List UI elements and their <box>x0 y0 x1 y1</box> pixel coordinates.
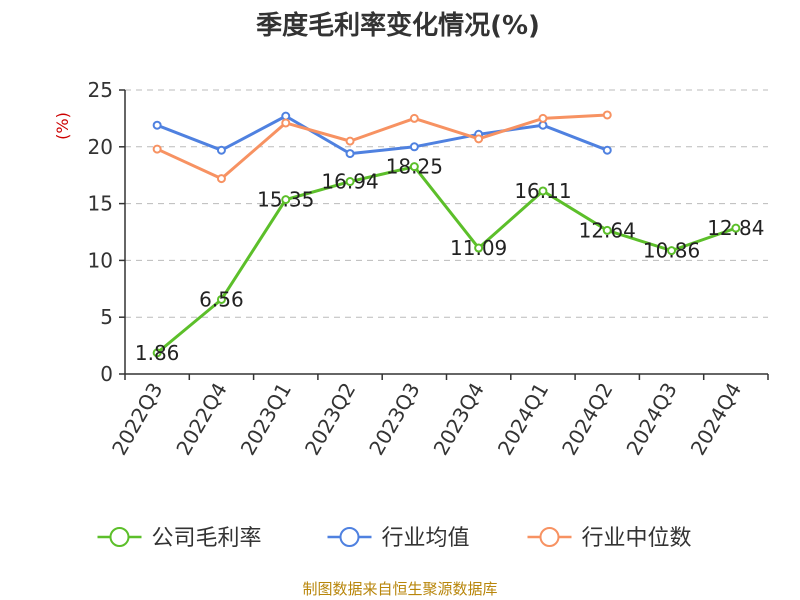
x-tick-label: 2023Q1 <box>236 379 296 460</box>
gridlines <box>125 89 768 318</box>
x-tick-label: 2022Q4 <box>171 379 231 460</box>
data-label: 16.94 <box>321 170 378 194</box>
data-point <box>538 186 548 196</box>
data-label: 6.56 <box>199 287 244 311</box>
data-label: 15.35 <box>257 188 314 212</box>
x-tick-label: 2024Q4 <box>686 379 746 460</box>
data-point <box>345 177 355 187</box>
legend-item: 公司毛利率 <box>97 526 262 551</box>
data-point <box>216 174 226 184</box>
data-point <box>602 225 612 235</box>
data-point <box>474 243 484 253</box>
data-point <box>345 136 355 146</box>
x-tick-label: 2022Q3 <box>107 379 167 460</box>
data-point <box>602 145 612 155</box>
data-label: 18.25 <box>386 155 443 179</box>
x-tick-label: 2024Q3 <box>621 379 681 460</box>
legend-item: 行业均值 <box>327 526 470 551</box>
y-tick-label: 0 <box>100 362 113 386</box>
y-tick-label: 10 <box>88 248 113 272</box>
y-tick-label: 15 <box>88 192 113 216</box>
y-tick-label: 5 <box>100 305 113 329</box>
data-point <box>152 348 162 358</box>
data-point <box>152 120 162 130</box>
data-label: 12.64 <box>579 218 636 242</box>
legend-item: 行业中位数 <box>527 526 692 551</box>
source-note: 制图数据来自恒生聚源数据库 <box>302 580 497 598</box>
x-tick-label: 2024Q2 <box>557 379 617 460</box>
axes: 0 5 10 15 20 25 2022Q3 2022Q4 2023Q1 2023Q2 2023Q3… <box>88 78 769 460</box>
legend-marker <box>109 527 130 547</box>
data-point <box>216 294 226 304</box>
data-label: 11.09 <box>450 236 507 260</box>
data-point <box>281 195 291 205</box>
data-label: 10.86 <box>643 239 700 263</box>
data-point <box>667 246 677 256</box>
legend-label: 行业均值 <box>382 526 470 551</box>
x-tick-label: 2023Q4 <box>429 379 489 460</box>
y-tick-label: 20 <box>88 135 113 159</box>
legend-label: 行业中位数 <box>582 526 692 551</box>
series-line-1 <box>156 114 608 156</box>
series-line-0 <box>156 165 737 355</box>
data-point <box>474 134 484 144</box>
data-label: 16.11 <box>514 179 571 203</box>
x-tick-label: 2024Q1 <box>493 379 553 460</box>
series-lines <box>152 110 741 358</box>
data-label: 12.84 <box>707 216 764 240</box>
legend-marker <box>539 527 560 547</box>
legend-marker <box>339 527 360 547</box>
x-tick-label: 2023Q3 <box>364 379 424 460</box>
data-point <box>731 223 741 233</box>
data-point <box>409 142 419 152</box>
data-point <box>409 162 419 172</box>
data-point <box>345 149 355 159</box>
legend-label: 公司毛利率 <box>152 526 262 551</box>
y-axis-unit: (%) <box>53 112 72 140</box>
data-point <box>216 145 226 155</box>
data-point <box>281 118 291 128</box>
chart-title: 季度毛利率变化情况(%) <box>256 10 540 41</box>
data-label: 1.86 <box>135 341 180 365</box>
data-labels: 1.86 6.56 15.35 16.94 18.25 11.09 16.11 12.64 10… <box>135 155 765 365</box>
data-point <box>538 113 548 123</box>
data-point <box>602 110 612 120</box>
y-tick-label: 25 <box>88 78 113 102</box>
series-line-2 <box>156 113 608 181</box>
data-point <box>409 113 419 123</box>
data-point <box>152 144 162 154</box>
legend: 公司毛利率 行业均值 行业中位数 <box>97 526 692 551</box>
x-tick-label: 2023Q2 <box>300 379 360 460</box>
